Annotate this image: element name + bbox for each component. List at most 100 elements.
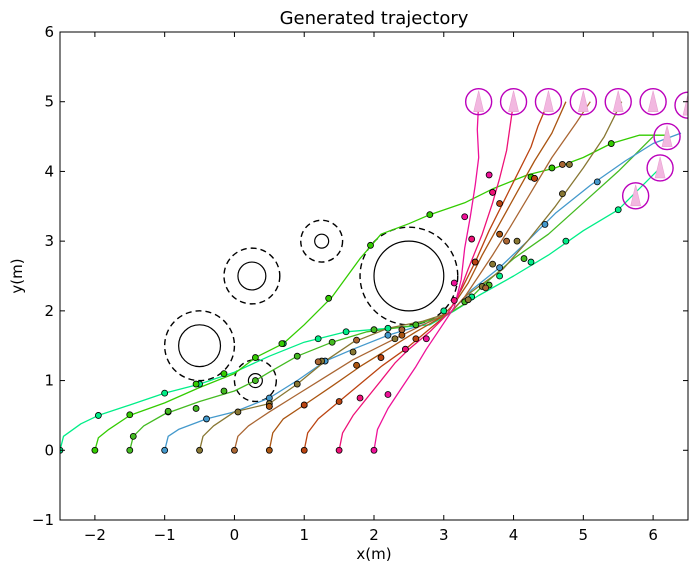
goal-arrow-2 <box>543 90 554 113</box>
trajectory-point-8-2 <box>401 345 409 353</box>
y-tick-label-5: 4 <box>44 162 54 180</box>
trajectory-point-1-6 <box>278 340 286 348</box>
goal-arrow-0 <box>473 90 485 113</box>
trajectory-point-8-5 <box>489 188 497 196</box>
trajectory-point-3-4 <box>384 331 392 339</box>
goal-arrow-9 <box>630 184 642 207</box>
y-tick-label-7: 6 <box>44 23 54 41</box>
trajectory-point-1-5 <box>251 354 259 361</box>
goal-circle-7 <box>653 122 681 151</box>
trajectory-point-7-4 <box>412 335 420 343</box>
obstacle-circle-0 <box>373 240 445 312</box>
trajectory-point-2-7 <box>328 338 336 346</box>
trajectory-point-0-6 <box>342 328 350 336</box>
trajectory-point-5-6 <box>503 237 510 245</box>
trajectory-point-9-0 <box>370 446 378 454</box>
trajectory-point-1-4 <box>220 370 228 378</box>
trajectory-point-6-6 <box>496 230 504 238</box>
x-tick-label-6: 4 <box>509 526 519 544</box>
goal-circle-3 <box>569 88 598 116</box>
y-tick-label-3: 2 <box>44 302 54 320</box>
trajectory-point-4-7 <box>464 296 472 304</box>
trajectory-point-9-5 <box>485 171 493 179</box>
trajectory-point-2-3 <box>192 405 200 412</box>
trajectory-point-7-1 <box>300 401 308 409</box>
trajectory-point-3-0 <box>161 446 169 454</box>
obstacle-circle-1 <box>178 324 222 368</box>
goal-circle-4 <box>604 88 632 116</box>
x-tick-label-7: 5 <box>579 526 589 544</box>
trajectory-point-9-2 <box>422 335 430 343</box>
trajectory-point-4-5 <box>349 348 357 356</box>
trajectory-point-4-9 <box>489 260 497 268</box>
trajectory-point-1-1 <box>126 411 134 419</box>
trajectory-point-8-1 <box>356 394 364 402</box>
trajectory-point-4-3 <box>293 380 301 388</box>
obstacle-circle-3 <box>314 233 330 249</box>
trajectory-point-8-0 <box>335 446 343 454</box>
trajectory-point-1-13 <box>607 140 615 147</box>
goal-circle-1 <box>499 88 528 116</box>
trajectory-point-6-4 <box>398 331 406 339</box>
obstacle-safety-circle-2 <box>223 247 281 305</box>
trajectory-point-2-12 <box>520 255 528 262</box>
trajectory-point-0-12 <box>562 237 570 245</box>
trajectory-point-0-10 <box>496 272 504 280</box>
trajectory-point-7-5 <box>471 258 479 266</box>
trajectory-point-9-4 <box>461 213 469 221</box>
trajectory-line-3 <box>164 132 682 451</box>
trajectory-point-6-0 <box>265 446 273 454</box>
x-tick-label-1: −1 <box>154 526 176 544</box>
trajectory-point-2-8 <box>370 326 378 334</box>
goal-circle-6 <box>674 91 688 119</box>
obstacle-safety-circle-0 <box>359 226 459 326</box>
trajectory-point-5-3 <box>353 336 360 344</box>
trajectory-point-6-3 <box>353 361 360 369</box>
trajectory-line-9 <box>373 101 480 451</box>
trajectory-point-0-1 <box>94 412 102 419</box>
trajectory-point-1-8 <box>367 241 374 249</box>
plot-area <box>60 88 688 454</box>
trajectory-point-0-11 <box>527 258 535 266</box>
obstacle-circle-4 <box>247 373 263 389</box>
x-tick-label-3: 1 <box>299 526 309 544</box>
trajectory-point-7-3 <box>377 354 385 361</box>
trajectory-line-8 <box>338 101 515 451</box>
goal-arrow-4 <box>612 90 624 113</box>
trajectory-point-4-10 <box>513 237 521 245</box>
obstacle-safety-circle-3 <box>300 219 344 263</box>
trajectory-point-5-0 <box>231 446 238 454</box>
x-tick-label-2: 0 <box>230 526 240 544</box>
x-axis-title: x(m) <box>356 545 391 563</box>
trajectory-point-7-7 <box>531 174 538 182</box>
trajectory-point-2-1 <box>129 432 137 440</box>
trajectory-point-2-2 <box>164 407 172 415</box>
trajectory-point-8-3 <box>450 296 458 304</box>
trajectory-point-2-0 <box>126 446 134 454</box>
goal-arrow-5 <box>647 90 659 113</box>
trajectory-point-5-5 <box>482 284 490 292</box>
trajectory-point-3-1 <box>203 415 210 423</box>
goal-arrow-6 <box>682 94 688 116</box>
y-tick-label-2: 1 <box>44 372 54 390</box>
trajectory-line-5 <box>233 101 591 451</box>
trajectory-point-0-2 <box>161 389 169 397</box>
obstacle-circle-2 <box>237 261 267 291</box>
trajectory-point-9-3 <box>450 279 458 287</box>
trajectory-point-1-7 <box>325 294 333 302</box>
x-tick-label-8: 6 <box>648 526 658 544</box>
chart-title: Generated trajectory <box>280 8 469 29</box>
trajectory-point-3-5 <box>496 264 504 272</box>
trajectory-point-4-6 <box>391 335 399 343</box>
x-tick-label-4: 2 <box>369 526 379 544</box>
trajectory-point-5-2 <box>314 358 322 366</box>
trajectory-point-1-0 <box>91 446 99 454</box>
goal-arrow-7 <box>661 125 673 147</box>
trajectory-point-5-7 <box>559 161 566 168</box>
trajectory-point-2-6 <box>293 352 301 360</box>
trajectory-point-0-8 <box>440 307 448 315</box>
goal-circle-8 <box>646 154 674 182</box>
trajectory-point-3-2 <box>265 394 273 402</box>
